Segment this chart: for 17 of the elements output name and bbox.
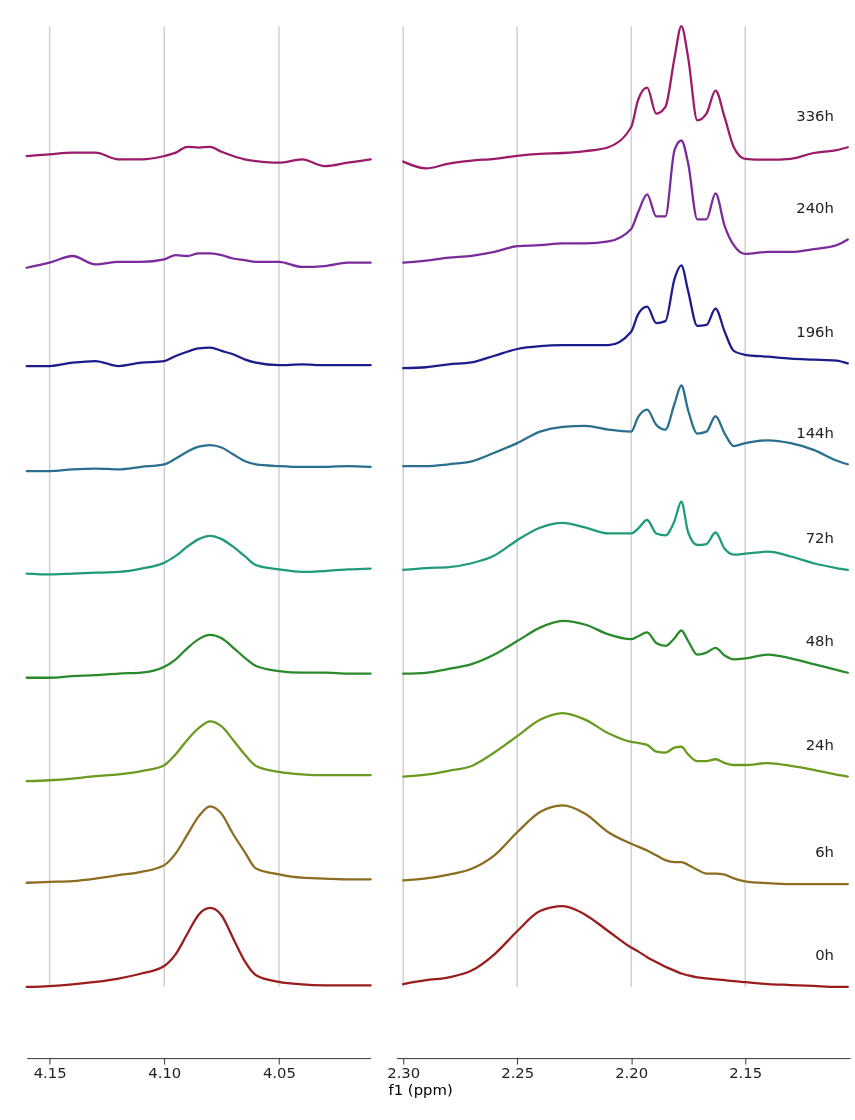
x-tick-label: 4.10 (148, 1064, 182, 1082)
x-tick-label: 2.15 (729, 1064, 763, 1082)
series-label: 196h (796, 322, 834, 340)
x-axis-title: f1 (ppm) (388, 1081, 453, 1099)
series-label: 48h (805, 632, 834, 650)
series-label: 240h (796, 198, 834, 216)
series-label: 0h (815, 946, 834, 964)
x-tick-label: 4.15 (33, 1064, 67, 1082)
x-tick-label: 4.05 (262, 1064, 296, 1082)
series-label: 144h (796, 423, 834, 441)
x-tick-label: 2.20 (615, 1064, 649, 1082)
x-tick-label: 2.30 (387, 1064, 421, 1082)
series-label: 6h (815, 843, 834, 861)
series-label: 336h (796, 106, 834, 124)
series-label: 72h (805, 529, 834, 547)
series-label: 24h (805, 735, 834, 753)
x-tick-label: 2.25 (501, 1064, 535, 1082)
